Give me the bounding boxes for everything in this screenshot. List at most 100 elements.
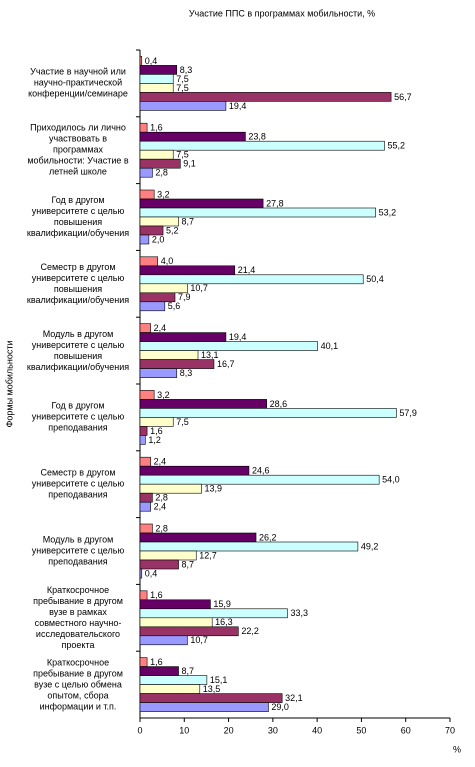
category-label: Краткосрочное пребывание в другом вузе с… xyxy=(33,657,123,712)
value-label: 26,2 xyxy=(259,532,277,542)
category-label: Семестр в другом университете с целью по… xyxy=(26,261,130,305)
bar xyxy=(139,234,150,245)
value-label: 2,4 xyxy=(154,457,167,467)
bar xyxy=(139,225,164,236)
bar xyxy=(139,501,151,512)
value-label: 2,8 xyxy=(155,168,168,178)
value-label: 2,0 xyxy=(152,234,165,244)
value-label: 55,2 xyxy=(387,141,405,151)
value-label: 23,8 xyxy=(248,132,266,142)
bar xyxy=(139,657,148,667)
bar xyxy=(139,256,159,267)
value-label: 0,4 xyxy=(145,568,158,578)
bar xyxy=(139,483,202,494)
value-label: 8,3 xyxy=(180,368,193,378)
bar xyxy=(139,568,143,579)
category-label: Краткосрочное пребывание в другом вузе в… xyxy=(33,584,123,650)
value-label: 5,6 xyxy=(168,301,181,311)
bar xyxy=(139,532,257,543)
bar xyxy=(139,541,359,552)
x-tick-label: 50 xyxy=(356,725,366,735)
value-label: 50,4 xyxy=(366,274,384,284)
bar xyxy=(139,465,250,476)
bar xyxy=(139,590,148,601)
bar xyxy=(139,399,267,409)
bar xyxy=(139,617,213,628)
value-label: 16,3 xyxy=(215,617,233,627)
y-axis-label: Формы мобильности xyxy=(4,341,14,428)
x-tick-label: 60 xyxy=(401,725,411,735)
value-label: 10,7 xyxy=(190,635,208,645)
bar xyxy=(139,435,146,445)
bar xyxy=(139,301,166,312)
bar xyxy=(139,83,174,93)
value-label: 32,1 xyxy=(285,693,303,703)
bar xyxy=(139,474,380,485)
bar xyxy=(139,390,155,400)
value-label: 21,4 xyxy=(238,265,256,275)
value-label: 27,8 xyxy=(266,198,284,208)
bar xyxy=(139,323,151,333)
value-label: 8,7 xyxy=(182,216,195,226)
value-label: 9,1 xyxy=(183,159,196,169)
bar xyxy=(139,274,364,285)
bar xyxy=(139,702,269,712)
bar xyxy=(139,332,227,342)
x-tick-label: 10 xyxy=(179,725,189,735)
bar xyxy=(139,408,397,418)
value-label: 56,7 xyxy=(394,92,412,102)
x-axis-label: % xyxy=(453,744,461,754)
value-label: 4,0 xyxy=(161,256,174,266)
bar xyxy=(139,684,201,694)
value-label: 7,5 xyxy=(176,74,189,84)
value-label: 24,6 xyxy=(252,466,270,476)
value-label: 2,4 xyxy=(154,323,167,333)
value-label: 8,7 xyxy=(182,666,195,676)
bar xyxy=(139,92,392,102)
bar xyxy=(139,426,148,436)
value-label: 10,7 xyxy=(190,283,208,293)
value-label: 19,4 xyxy=(229,332,247,342)
bar xyxy=(139,167,153,178)
category-label: Модуль в другом университете с целью пре… xyxy=(31,534,125,567)
value-label: 7,5 xyxy=(176,150,189,160)
x-tick-label: 30 xyxy=(268,725,278,735)
bar xyxy=(139,523,153,534)
value-label: 0,4 xyxy=(145,56,158,66)
x-tick-label: 40 xyxy=(312,725,322,735)
value-label: 28,6 xyxy=(270,399,288,409)
value-label: 33,3 xyxy=(290,608,308,618)
bar xyxy=(139,101,227,111)
bar xyxy=(139,368,178,378)
value-label: 1,6 xyxy=(150,123,163,133)
value-label: 13,9 xyxy=(205,484,223,494)
category-label: Приходилось ли лично участвовать в прогр… xyxy=(27,122,129,177)
bar xyxy=(139,122,148,133)
bar xyxy=(139,265,236,276)
bar xyxy=(139,65,178,75)
bar xyxy=(139,675,208,685)
value-label: 2,8 xyxy=(155,523,168,533)
x-tick-label: 70 xyxy=(445,725,455,735)
value-label: 53,2 xyxy=(379,207,397,217)
value-label: 57,9 xyxy=(399,408,417,418)
bar xyxy=(139,559,179,570)
value-label: 7,9 xyxy=(178,292,191,302)
value-label: 2,8 xyxy=(155,493,168,503)
bar xyxy=(139,341,318,351)
value-label: 3,2 xyxy=(157,189,170,199)
value-label: 1,6 xyxy=(150,657,163,667)
value-label: 1,6 xyxy=(150,590,163,600)
value-label: 8,3 xyxy=(180,65,193,75)
value-label: 22,2 xyxy=(241,626,259,636)
value-label: 2,4 xyxy=(154,502,167,512)
chart-title: Участие ППС в программах мобильности, % xyxy=(189,8,375,18)
value-label: 40,1 xyxy=(321,341,339,351)
value-label: 7,5 xyxy=(176,417,189,427)
value-label: 5,2 xyxy=(166,225,179,235)
value-label: 3,2 xyxy=(157,390,170,400)
bar xyxy=(139,131,246,142)
value-label: 12,7 xyxy=(199,550,217,560)
